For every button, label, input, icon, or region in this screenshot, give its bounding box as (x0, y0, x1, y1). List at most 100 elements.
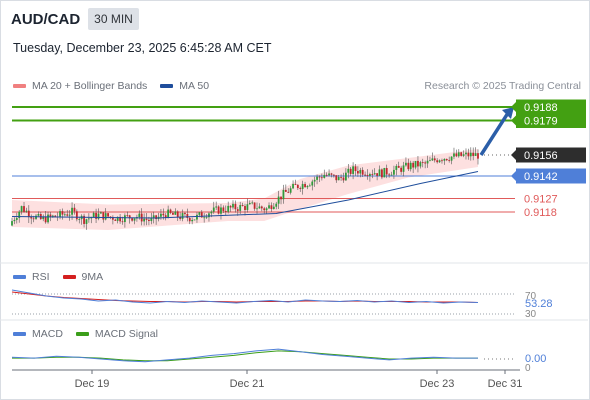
candle-body (373, 173, 376, 175)
candle-body (116, 216, 119, 221)
candle-body (304, 183, 306, 188)
candle-body (193, 219, 196, 221)
x-tick-label: Dec 21 (230, 378, 265, 390)
candle-body (268, 205, 270, 209)
candle-body (455, 153, 458, 157)
candle-body (143, 218, 146, 222)
candle-body (54, 215, 57, 217)
x-tick-label: Dec 19 (75, 378, 110, 390)
candle-body (292, 183, 294, 189)
candle-body (397, 165, 400, 168)
candle-body (131, 218, 134, 221)
candle-body (364, 174, 367, 176)
candle-body (272, 206, 275, 209)
legend-swatch-macd-signal (75, 332, 89, 336)
bollinger-band-fill (12, 149, 478, 230)
legend-label-macd-signal: MACD Signal (94, 328, 158, 340)
candle-body (349, 168, 352, 174)
candle-body (424, 162, 427, 164)
candle-body (316, 176, 318, 180)
legend-label-macd: MACD (32, 328, 63, 340)
candle-body (111, 216, 114, 220)
candle-body (200, 212, 203, 218)
legend-main: MA 20 + Bollinger Bands MA 50 (13, 80, 209, 92)
candle-body (85, 219, 88, 224)
candle-body (453, 153, 455, 157)
candle-body (198, 212, 201, 215)
candle-body (13, 219, 16, 222)
price-tag-last_price (516, 147, 586, 163)
candle-body (42, 216, 45, 220)
candle-body (436, 160, 439, 163)
candle-body (59, 211, 61, 217)
candle-body (419, 162, 422, 167)
candle-body (265, 208, 268, 211)
candle-body (179, 216, 182, 219)
candle-body (123, 215, 126, 223)
candle-body (347, 168, 350, 173)
candle-body (354, 166, 357, 172)
candle-body (306, 185, 309, 188)
candle-body (287, 191, 290, 193)
candle-body (104, 213, 107, 220)
candle-body (184, 213, 186, 215)
candle-body (224, 211, 227, 212)
candle-body (20, 206, 23, 212)
candle-body (412, 162, 415, 168)
rsi-line (11, 289, 479, 304)
candle-body (155, 215, 158, 220)
candle-body (191, 219, 194, 222)
candle-body (356, 171, 359, 174)
candle-body (472, 152, 475, 156)
rsi-axis-label-70: 70 (525, 291, 537, 302)
candle-body (376, 173, 379, 176)
candle-body (381, 169, 383, 178)
candle-body (186, 214, 189, 218)
candle-body (340, 176, 342, 178)
candle-body (73, 207, 76, 212)
candle-body (30, 217, 33, 219)
candle-body (87, 218, 90, 220)
timeframe-badge[interactable]: 30 MIN (88, 8, 139, 30)
candle-body (294, 183, 297, 185)
legend-label-rsi-ma: 9MA (81, 271, 104, 283)
candle-body (15, 218, 18, 220)
candle-body (248, 202, 251, 205)
candle-body (344, 172, 347, 181)
candle-body (465, 152, 467, 155)
candle-body (366, 174, 369, 176)
price-tag-label: 0.9188 (524, 102, 558, 114)
candle-body (393, 169, 395, 175)
candle-body (133, 218, 136, 221)
candle-body (32, 218, 35, 220)
symbol-title: AUD/CAD (11, 10, 81, 28)
candle-body (441, 160, 443, 162)
rsi-last-value: 53.28 (525, 298, 553, 310)
chart-header: AUD/CAD 30 MIN (11, 8, 139, 30)
candle-body (205, 217, 208, 219)
candle-body (152, 215, 155, 219)
candle-body (417, 160, 419, 167)
candle-body (448, 160, 451, 161)
candle-body (83, 215, 85, 224)
candle-body (460, 152, 463, 156)
candle-body (174, 211, 177, 215)
candle-body (99, 212, 102, 214)
candle-body (232, 203, 234, 208)
price-tag-pointer (511, 102, 516, 112)
price-tag-label: 0.9179 (524, 116, 558, 128)
candle-body (234, 203, 237, 210)
candle-body (325, 174, 328, 176)
candle-body (222, 207, 225, 212)
candle-body (244, 206, 246, 210)
candle-body (196, 214, 198, 220)
candle-body (121, 221, 124, 223)
candle-body (405, 162, 407, 166)
candle-body (337, 176, 340, 181)
legend-swatch-rsi-ma (62, 275, 76, 279)
candle-body (239, 205, 242, 211)
candle-body (280, 196, 282, 200)
candle-body (102, 212, 105, 220)
candle-body (203, 217, 206, 219)
candle-body (78, 219, 81, 220)
